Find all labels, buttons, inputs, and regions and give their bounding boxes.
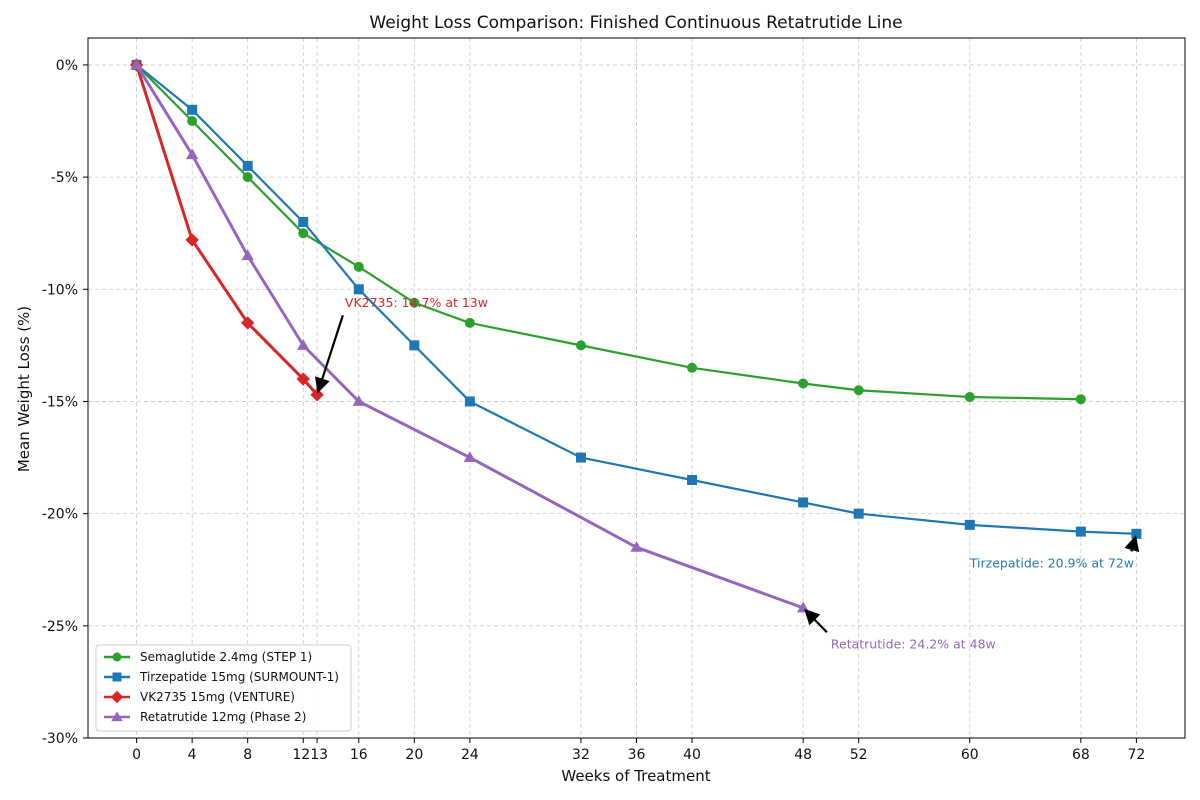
data-point (853, 385, 864, 396)
data-point (353, 284, 364, 295)
data-point (242, 160, 253, 171)
data-point (240, 316, 255, 330)
legend-box (95, 644, 352, 732)
series-tirzepatide-15mg-surmount-1 (131, 59, 1142, 539)
y-tick-label: -10% (42, 282, 78, 298)
data-point (464, 396, 475, 407)
series-line (135, 64, 1081, 401)
series-vk2735-15mg-venture (129, 58, 324, 402)
data-point (130, 58, 143, 70)
data-point (185, 148, 199, 160)
data-point (964, 519, 975, 530)
legend-item-vk2735-15mg-venture: VK2735 15mg (VENTURE) (104, 690, 295, 704)
y-tick-label: -5% (51, 170, 78, 186)
legend-marker (111, 711, 123, 722)
legend-label: Semaglutide 2.4mg (STEP 1) (140, 650, 312, 664)
annotation-arrow (314, 314, 344, 394)
x-tick-label: 36 (628, 747, 646, 763)
series-semaglutide-2-4mg-step-1 (131, 59, 1086, 405)
x-tick-label: 60 (961, 747, 979, 763)
x-tick-label: 32 (572, 747, 590, 763)
x-tick-label: 48 (794, 747, 812, 763)
series-retatrutide-12mg-phase-2 (130, 58, 810, 613)
legend: Semaglutide 2.4mg (STEP 1) Tirzepatide 15… (95, 644, 352, 732)
data-point (1075, 526, 1086, 537)
legend-item-retatrutide-12mg-phase-2: Retatrutide 12mg (Phase 2) (104, 710, 306, 724)
data-point (298, 228, 309, 239)
legend-item-tirzepatide-15mg-surmount-1: Tirzepatide 15mg (SURMOUNT-1) (104, 670, 339, 684)
data-point (964, 391, 975, 402)
data-point (409, 340, 420, 351)
annotation-text: Tirzepatide: 20.9% at 72w (969, 555, 1134, 570)
data-point (630, 540, 643, 552)
data-point (297, 339, 310, 350)
x-tick-label: 12 (292, 747, 310, 763)
x-tick-label: 16 (350, 747, 368, 763)
data-point (296, 372, 310, 386)
annotation-1: Tirzepatide: 20.9% at 72w (969, 535, 1140, 570)
annotation-0: VK2735: 14.7% at 13w (314, 295, 488, 394)
x-tick-label: 24 (461, 747, 479, 763)
data-point (575, 340, 586, 351)
series-line (135, 64, 319, 396)
data-point (185, 233, 199, 247)
data-point (187, 116, 198, 127)
x-tick-label: 8 (243, 747, 252, 763)
axes: 0 4 8 12 13 16 20 24 32 36 40 48 52 60 68 720%-5%-10%-1… (42, 37, 1186, 763)
annotations: VK2735: 14.7% at 13w Tirzepatide: 20.9% a… (314, 295, 1140, 651)
legend-label: Retatrutide 12mg (Phase 2) (140, 710, 306, 724)
annotation-text: Retatrutide: 24.2% at 48w (831, 636, 996, 651)
x-tick-label: 40 (683, 747, 701, 763)
grid (88, 38, 1185, 739)
legend-item-semaglutide-2-4mg-step-1: Semaglutide 2.4mg (STEP 1) (104, 650, 312, 664)
x-tick-label: 13 (310, 747, 328, 763)
y-tick-label: -25% (42, 619, 78, 635)
y-axis-title: Mean Weight Loss (%) (15, 306, 33, 472)
data-point (853, 508, 864, 519)
data-point (687, 362, 698, 373)
x-tick-label: 52 (850, 747, 868, 763)
x-tick-label: 68 (1072, 747, 1090, 763)
legend-marker (110, 690, 124, 704)
data-point (575, 452, 586, 463)
legend-label: Tirzepatide 15mg (SURMOUNT-1) (139, 670, 339, 684)
data-point (1075, 394, 1086, 405)
data-point (798, 497, 809, 508)
data-point (352, 395, 365, 406)
data-point (241, 249, 254, 261)
annotation-2: Retatrutide: 24.2% at 48w (804, 608, 996, 651)
y-tick-label: -30% (42, 731, 78, 747)
data-point (687, 474, 698, 485)
data-point (464, 317, 475, 328)
data-point (187, 104, 198, 115)
annotation-text: VK2735: 14.7% at 13w (345, 295, 488, 310)
x-tick-label: 4 (188, 747, 197, 763)
chart-title: Weight Loss Comparison: Finished Continu… (369, 13, 902, 33)
annotation-arrow (804, 608, 828, 634)
annotation-arrow (1124, 535, 1140, 553)
x-tick-label: 72 (1127, 747, 1145, 763)
x-tick-label: 20 (405, 747, 423, 763)
data-point (298, 216, 309, 227)
x-tick-label: 0 (132, 747, 141, 763)
data-point (798, 378, 809, 389)
series-group (129, 58, 1142, 613)
series-line (135, 64, 804, 610)
data-point (409, 297, 420, 308)
y-tick-label: -15% (42, 394, 78, 410)
data-point (242, 172, 253, 183)
data-point (353, 261, 364, 272)
legend-label: VK2735 15mg (VENTURE) (140, 690, 295, 704)
data-point (463, 451, 477, 463)
series-line (135, 64, 1137, 535)
y-tick-label: 0% (56, 58, 78, 74)
y-tick-label: -20% (42, 507, 78, 523)
x-axis-title: Weeks of Treatment (561, 767, 710, 785)
legend-marker (112, 672, 122, 682)
legend-marker (112, 652, 122, 662)
